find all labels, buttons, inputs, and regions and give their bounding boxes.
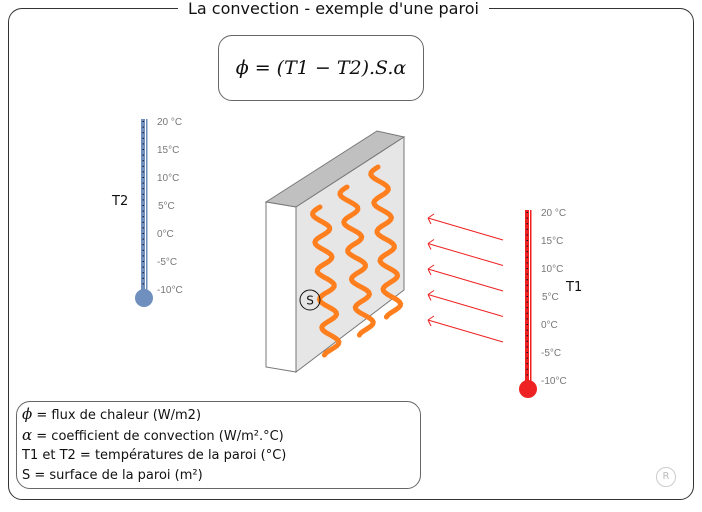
convection-arrow [427, 315, 504, 343]
heat-wave [337, 184, 376, 338]
tick-label: 15°C [541, 236, 563, 247]
tick-label: -10°C [541, 376, 567, 387]
legend-box: ϕ = flux de chaleur (W/m2) α = coefficien… [16, 401, 421, 489]
thermometer-t1: 20 °C 15°C 10°C 5°C 0°C -5°C -10°C T1 [519, 208, 582, 398]
legend-text: = flux de chaleur (W/m2) [32, 408, 202, 423]
legend-item: T1 et T2 = températures de la paroi (°C) [22, 446, 420, 466]
thermometer-label: T1 [565, 280, 582, 295]
legend-symbol: ϕ [22, 405, 33, 423]
legend-text: S = surface de la paroi (m²) [22, 467, 203, 483]
convection-arrows [427, 213, 504, 343]
page-title: La convection - exemple d'une paroi [178, 0, 489, 18]
tick-label: 20 °C [541, 208, 566, 219]
registered-mark: R [656, 467, 676, 487]
heat-wave [368, 164, 404, 320]
tick-label: 15°C [157, 145, 179, 156]
tick-label: -5°C [541, 348, 561, 359]
convection-arrow [427, 213, 504, 241]
tick-label: 0°C [541, 320, 558, 331]
tick-label: 5°C [542, 292, 559, 303]
tick-label: -10°C [157, 285, 183, 296]
convection-arrow [427, 264, 504, 292]
surface-marker: S [299, 289, 321, 311]
wall-side-face [265, 201, 297, 373]
tick-label: 10°C [541, 264, 563, 275]
heat-wave [309, 204, 342, 358]
tick-label: -5°C [157, 257, 177, 268]
surface-label: S [306, 294, 314, 308]
tick-label: 20 °C [157, 117, 182, 128]
tick-label: 0°C [157, 229, 174, 240]
tick-label: 5°C [158, 201, 175, 212]
thermometer-bulb [135, 289, 153, 307]
legend-text: = coefficient de convection (W/m².°C) [32, 428, 284, 444]
thermometer-t2: 20 °C 15°C 10°C 5°C 0°C -5°C -10°C T2 [111, 117, 183, 307]
convection-arrow [427, 290, 504, 317]
thermometer-bulb [519, 380, 537, 398]
legend-item: S = surface de la paroi (m²) [22, 466, 420, 486]
tick-label: 10°C [157, 173, 179, 184]
legend-item: ϕ = flux de chaleur (W/m2) [22, 405, 420, 426]
convection-arrow [427, 239, 504, 266]
thermometer-label: T2 [111, 194, 128, 209]
legend-item: α = coefficient de convection (W/m².°C) [22, 426, 420, 447]
formula-box: ϕ = (T1 − T2).S.α [218, 35, 424, 101]
heat-waves [309, 164, 404, 358]
legend-text: T1 et T2 = températures de la paroi (°C) [22, 448, 287, 463]
legend-symbol: α [22, 425, 33, 444]
